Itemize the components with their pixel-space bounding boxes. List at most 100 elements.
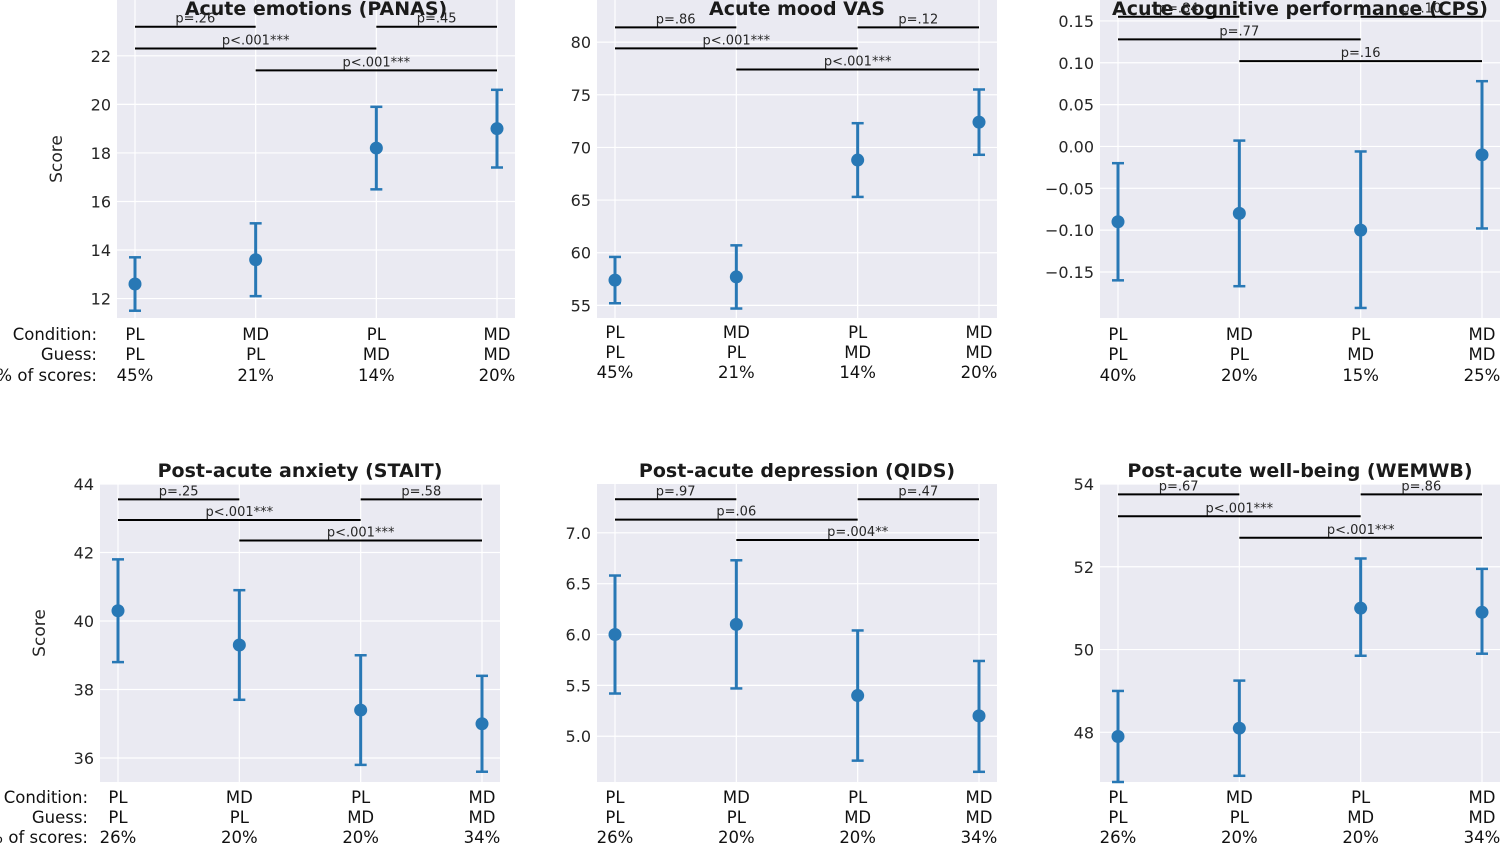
y-tick-label: 36 [74,749,94,768]
mean-point [128,277,142,291]
p-value-label: p<.001*** [703,33,771,48]
y-tick-label: 7.0 [566,524,591,543]
guess-label: MD [1469,808,1496,827]
plot-area [117,0,515,318]
plot-area [100,484,500,782]
mean-point [851,689,865,703]
mean-point [729,270,743,284]
p-value-label: p=.16 [1341,46,1381,61]
guess-label: PL [605,343,625,362]
percent-label: 14% [839,363,876,382]
percent-label: 20% [718,828,755,844]
guess-label: MD [1469,345,1496,364]
condition-label: PL [367,325,387,344]
y-tick-label: 52 [1074,558,1094,577]
y-tick-label: 6.5 [566,575,591,594]
y-axis-label: Score [47,135,67,183]
condition-label: PL [848,788,868,807]
chart-title: Post-acute well-being (WEMWB) [1127,460,1472,482]
guess-label: PL [125,345,145,364]
condition-label: MD [966,788,993,807]
percent-label: 21% [718,363,755,382]
y-tick-label: 5.0 [566,727,591,746]
y-tick-label: 60 [571,244,591,263]
condition-label: MD [242,325,269,344]
percent-label: 14% [358,366,395,385]
row-header-percent: % of scores: [0,366,97,385]
condition-label: PL [351,788,371,807]
chart-title: Post-acute anxiety (STAIT) [158,460,443,482]
condition-label: MD [966,323,993,342]
row-header-percent: % of scores: [0,828,88,844]
y-tick-label: 54 [1074,475,1094,494]
mean-point [1354,601,1368,615]
guess-label: MD [844,343,871,362]
mean-point [111,604,125,618]
y-tick-label: 44 [74,475,94,494]
percent-label: 34% [961,828,998,844]
guess-label: MD [966,808,993,827]
y-tick-label: 0.15 [1058,12,1094,31]
guess-label: PL [246,345,266,364]
y-tick-label: −0.05 [1045,179,1094,198]
y-tick-label: 70 [571,138,591,157]
p-value-label: p<.001*** [222,34,290,49]
condition-label: MD [1469,325,1496,344]
y-tick-label: 48 [1074,723,1094,742]
guess-label: PL [108,808,128,827]
condition-label: PL [605,788,625,807]
chart-panel-1: 12 14 16 18 20 22 Acute emotions (PANAS) Score p… [47,0,515,385]
condition-label: PL [1351,325,1371,344]
percent-label: 20% [1342,828,1379,844]
percent-label: 26% [597,828,634,844]
plot-area [597,484,997,782]
percent-label: 20% [342,828,379,844]
p-value-label: p=.84 [1159,2,1199,17]
guess-label: PL [605,808,625,827]
p-value-label: p<.001*** [206,505,274,520]
percent-label: 20% [961,363,998,382]
p-value-label: p<.001*** [824,54,892,69]
mean-point [1111,215,1125,229]
condition-label: PL [605,323,625,342]
p-value-label: p=.12 [898,12,938,27]
condition-label: MD [1469,788,1496,807]
guess-label: MD [844,808,871,827]
guess-label: PL [230,808,250,827]
percent-label: 20% [479,366,516,385]
p-value-label: p<.001*** [1206,501,1274,516]
p-value-label: p=.86 [656,12,696,27]
condition-label: MD [1226,788,1253,807]
condition-label: MD [484,325,511,344]
y-tick-label: 0.10 [1058,54,1094,73]
mean-point [972,709,986,723]
mean-point [608,273,622,287]
y-tick-label: 50 [1074,641,1094,660]
mean-point [475,717,489,731]
percent-label: 26% [100,828,137,844]
percent-label: 34% [1464,828,1500,844]
y-tick-label: 22 [91,47,111,66]
mean-point [972,115,986,129]
p-value-label: p=.58 [401,484,441,499]
percent-label: 20% [839,828,876,844]
mean-point [1232,206,1246,220]
mean-point [249,253,263,267]
p-value-label: p=.25 [159,484,199,499]
guess-label: MD [484,345,511,364]
y-tick-label: 55 [571,296,591,315]
guess-label: MD [1347,808,1374,827]
mean-point [232,638,246,652]
plot-area [597,0,997,318]
chart-panel-5: 5.0 5.5 6.0 6.5 7.0 Post-acute depression (QI… [566,460,998,844]
condition-label: MD [226,788,253,807]
guess-label: MD [966,343,993,362]
guess-label: MD [1347,345,1374,364]
condition-label: PL [125,325,145,344]
guess-label: PL [1230,345,1250,364]
condition-label: PL [108,788,128,807]
y-tick-label: 6.0 [566,626,591,645]
p-value-label: p=.86 [1401,479,1441,494]
condition-label: MD [1226,325,1253,344]
